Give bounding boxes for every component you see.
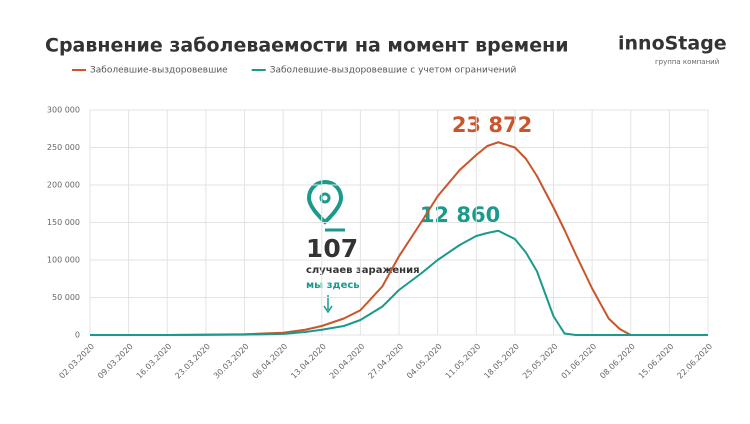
- x-tick-label: 01.06.2020: [560, 342, 599, 381]
- x-tick-label: 06.04.2020: [251, 342, 290, 381]
- peak-label: 23 872: [452, 113, 532, 137]
- x-tick-label: 20.04.2020: [328, 342, 367, 381]
- x-tick-label: 30.03.2020: [212, 342, 251, 381]
- arrow-head: [323, 305, 333, 314]
- pin-dot: [319, 192, 331, 204]
- x-tick-label: 02.03.2020: [57, 342, 96, 381]
- x-tick-label: 22.06.2020: [675, 342, 714, 381]
- legend-label: Заболевшие-выздоровевшие с учетом ограни…: [270, 66, 517, 76]
- x-tick-label: 11.05.2020: [444, 342, 483, 381]
- x-tick-label: 16.03.2020: [135, 342, 174, 381]
- logo-subtitle: группа компаний: [655, 58, 719, 66]
- x-tick-label: 04.05.2020: [405, 342, 444, 381]
- x-tick-label: 23.03.2020: [173, 342, 212, 381]
- y-tick-label: 50 000: [52, 293, 80, 302]
- chart-title: Сравнение заболеваемости на момент време…: [45, 35, 569, 57]
- x-tick-label: 09.03.2020: [96, 342, 135, 381]
- x-tick-label: 13.04.2020: [289, 342, 328, 381]
- y-tick-label: 150 000: [47, 218, 80, 227]
- annotation-caption: случаев заражения: [306, 265, 420, 276]
- annotation-here: мы здесь: [306, 280, 360, 291]
- line: [90, 229, 708, 336]
- y-tick-label: 300 000: [47, 106, 80, 115]
- y-tick-label: 250 000: [47, 143, 80, 152]
- x-tick-label: 25.05.2020: [521, 342, 560, 381]
- x-tick-label: 08.06.2020: [598, 342, 637, 381]
- annotation-count: 107: [306, 234, 358, 263]
- logo: innoStage: [618, 33, 727, 55]
- legend-label: Заболевшие-выздоровевшие: [90, 66, 228, 76]
- x-tick-label: 18.05.2020: [482, 342, 521, 381]
- x-tick-label: 27.04.2020: [366, 342, 405, 381]
- y-tick-label: 0: [75, 331, 80, 340]
- y-tick-label: 200 000: [47, 181, 80, 190]
- y-tick-label: 100 000: [47, 256, 80, 265]
- x-tick-label: 15.06.2020: [637, 342, 676, 381]
